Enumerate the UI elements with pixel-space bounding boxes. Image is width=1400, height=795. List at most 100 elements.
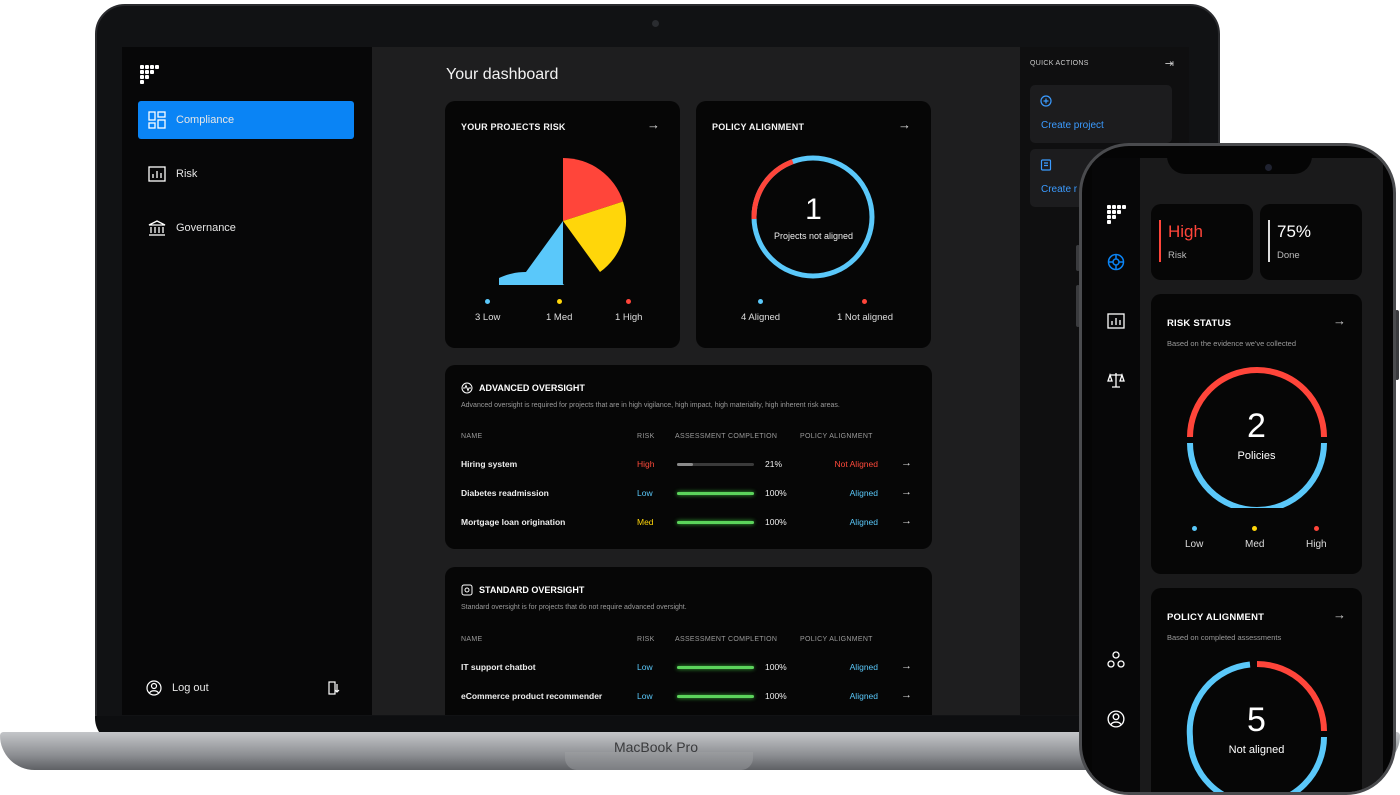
sidebar-item-compliance[interactable]: Compliance — [138, 101, 354, 139]
projects-risk-card[interactable]: YOUR PROJECTS RISK → 3 Low 1 Med 1 High — [445, 101, 680, 348]
table-row[interactable]: eCommerce product recommender Low 100% A… — [445, 689, 932, 705]
collapse-panel-icon[interactable]: ⇥ — [1164, 58, 1174, 70]
chart-icon[interactable] — [1107, 312, 1125, 330]
page-title: Your dashboard — [446, 66, 559, 83]
risk-status-card[interactable]: RISK STATUS Based on the evidence we've … — [1151, 294, 1362, 574]
arrow-right-icon[interactable]: → — [901, 515, 912, 527]
laptop-hinge-notch — [565, 752, 753, 770]
done-stat-card[interactable]: 75% Done — [1260, 204, 1362, 280]
pie-slice-med — [563, 201, 627, 272]
section-desc: Standard oversight is for projects that … — [461, 604, 687, 611]
phone-power-button — [1395, 310, 1399, 380]
table-row[interactable]: Hiring system High 21% Not Aligned → — [445, 457, 932, 473]
phone-screen: High Risk 75% Done RISK STATUS Based on … — [1092, 158, 1383, 792]
chart-icon — [148, 166, 166, 182]
phone-frame: High Risk 75% Done RISK STATUS Based on … — [1079, 143, 1396, 795]
row-completion: 100% — [765, 517, 787, 527]
legend-med: 1 Med — [546, 299, 572, 323]
row-name: eCommerce product recommender — [461, 691, 603, 701]
col-header-name: NAME — [461, 636, 483, 643]
logout-button[interactable]: Log out — [146, 680, 209, 696]
col-header-name: NAME — [461, 433, 483, 440]
legend-low: 3 Low — [475, 299, 500, 323]
create-project-button[interactable]: Create project — [1030, 85, 1172, 143]
alignment-caption: Projects not aligned — [773, 231, 854, 241]
legend-not-aligned: 1 Not aligned — [837, 299, 893, 323]
row-name: Hiring system — [461, 459, 518, 469]
risk-status-caption: Policies — [1237, 450, 1276, 462]
stat-value: 75% — [1277, 222, 1312, 241]
laptop-screen: Compliance Risk Governance Log out Your … — [122, 47, 1189, 715]
ring-high-arc — [1187, 367, 1327, 438]
compliance-wheel-icon[interactable] — [1107, 253, 1125, 271]
sidebar-item-risk[interactable]: Risk — [138, 155, 354, 193]
bank-icon — [148, 220, 166, 236]
phone-policy-alignment-card[interactable]: POLICY ALIGNMENT Based on completed asse… — [1151, 588, 1362, 792]
user-icon — [146, 680, 162, 696]
legend-aligned: 4 Aligned — [741, 299, 780, 323]
policy-alignment-card[interactable]: POLICY ALIGNMENT → 1 Projects not aligne… — [696, 101, 931, 348]
table-row[interactable]: Diabetes readmission Low 100% Aligned → — [445, 486, 932, 502]
phone-volume-button — [1076, 245, 1080, 271]
app-logo — [1107, 205, 1127, 224]
sidebar: Compliance Risk Governance Log out — [122, 47, 372, 715]
network-icon[interactable] — [1107, 651, 1125, 669]
row-alignment: Not Aligned — [834, 459, 878, 469]
row-completion: 21% — [765, 459, 783, 469]
section-title: ADVANCED OVERSIGHT — [461, 382, 585, 394]
card-subtitle: Based on the evidence we've collected — [1167, 339, 1297, 348]
row-name: Mortgage loan origination — [461, 517, 566, 527]
section-desc: Advanced oversight is required for proje… — [461, 402, 840, 409]
scales-icon[interactable] — [1107, 371, 1125, 389]
legend-high: High — [1306, 526, 1327, 550]
user-icon[interactable] — [1107, 710, 1125, 728]
alignment-value: 1 — [805, 193, 822, 226]
alignment-value: 5 — [1247, 701, 1266, 739]
row-alignment: Aligned — [849, 691, 878, 701]
completion-bar — [677, 666, 754, 669]
camera — [652, 20, 659, 27]
row-alignment: Aligned — [849, 517, 878, 527]
legend-med: Med — [1245, 526, 1264, 550]
pie-slice-high — [563, 157, 623, 221]
row-risk: Med — [637, 517, 654, 527]
sidebar-item-label: Compliance — [176, 114, 235, 126]
alignment-ring-chart — [1186, 661, 1327, 792]
row-alignment: Aligned — [849, 662, 878, 672]
logout-label: Log out — [172, 682, 209, 694]
alignment-ring-chart — [751, 155, 875, 279]
arrow-right-icon[interactable]: → — [1333, 313, 1346, 328]
section-title: STANDARD OVERSIGHT — [461, 584, 584, 596]
arrow-right-icon[interactable]: → — [901, 660, 912, 672]
table-row[interactable]: Mortgage loan origination Med 100% Align… — [445, 515, 932, 531]
arrow-right-icon[interactable]: → — [901, 457, 912, 469]
target-icon — [461, 584, 473, 596]
arrow-right-icon[interactable]: → — [1333, 607, 1346, 622]
ring-blue-arc — [1186, 661, 1327, 792]
row-name: Diabetes readmission — [461, 488, 549, 498]
col-header-completion: ASSESSMENT COMPLETION — [675, 636, 778, 643]
ring-red-arc — [1256, 661, 1327, 732]
logout-arrow-icon[interactable] — [328, 681, 342, 695]
row-alignment: Aligned — [849, 488, 878, 498]
arrow-right-icon[interactable]: → — [647, 117, 660, 132]
arrow-right-icon[interactable]: → — [901, 486, 912, 498]
app-logo — [140, 65, 160, 84]
table-row[interactable]: IT support chatbot Low 100% Aligned → — [445, 660, 932, 676]
col-header-alignment: POLICY ALIGNMENT — [800, 433, 873, 440]
sidebar-item-governance[interactable]: Governance — [138, 209, 354, 247]
stat-accent-bar — [1159, 220, 1161, 262]
main-content: Your dashboard YOUR PROJECTS RISK → 3 Lo… — [372, 47, 1020, 715]
ring-not-aligned — [751, 155, 875, 279]
sidebar-item-label: Governance — [176, 222, 236, 234]
risk-pie-chart — [499, 157, 627, 285]
risk-status-value: 2 — [1247, 407, 1266, 445]
create-report-label: Create r — [1041, 184, 1078, 195]
risk-stat-card[interactable]: High Risk — [1151, 204, 1253, 280]
arrow-right-icon[interactable]: → — [901, 689, 912, 701]
row-name: IT support chatbot — [461, 662, 536, 672]
arrow-right-icon[interactable]: → — [898, 117, 911, 132]
plus-circle-icon — [1040, 95, 1052, 107]
ring-low-arc — [1187, 442, 1327, 508]
legend-low: Low — [1185, 526, 1203, 550]
